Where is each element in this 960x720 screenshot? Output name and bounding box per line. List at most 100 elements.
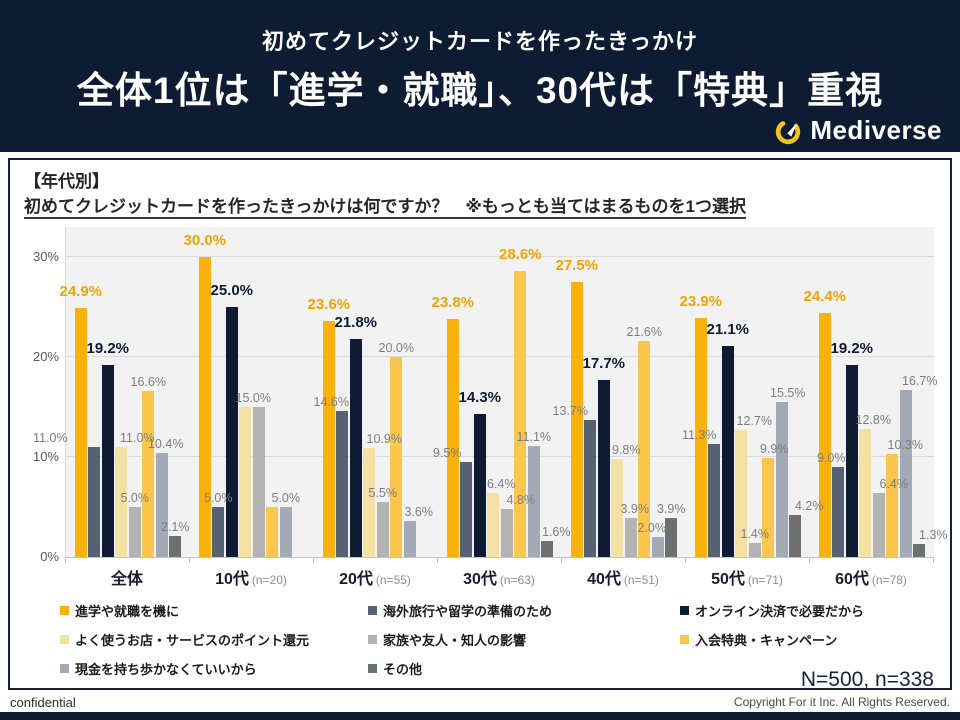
bar-value-label: 20.0% bbox=[378, 340, 414, 355]
bar-value-label: 9.9% bbox=[760, 441, 789, 456]
bar-slot: 11.3% bbox=[682, 227, 721, 558]
bar-value-label: 21.8% bbox=[334, 314, 378, 332]
bar bbox=[363, 448, 376, 558]
category-name: 30代 bbox=[463, 571, 497, 589]
bar-slot: 28.6% bbox=[499, 227, 542, 558]
bar-value-label: 6.4% bbox=[879, 476, 909, 491]
bar bbox=[775, 402, 788, 558]
y-tick-label: 0% bbox=[40, 549, 59, 565]
bar bbox=[212, 507, 225, 558]
legend-item: その他 bbox=[368, 659, 680, 678]
bar-slot: 5.5% bbox=[369, 227, 397, 558]
bar-slot bbox=[266, 227, 279, 558]
x-axis-label: 全体 bbox=[65, 565, 189, 589]
bar-value-label: 6.4% bbox=[487, 476, 516, 491]
bar-value-label: 3.6% bbox=[404, 504, 434, 519]
gridline bbox=[66, 256, 934, 258]
bar-slot: 11.0% bbox=[33, 227, 101, 558]
bar bbox=[74, 308, 87, 558]
question-text: 初めてクレジットカードを作ったきっかけは何ですか？ ※もっとも当てはまるものを1… bbox=[24, 196, 746, 219]
question-line: 初めてクレジットカードを作ったきっかけは何ですか？ ※もっとも当てはまるものを1… bbox=[24, 195, 936, 220]
bar-value-label: 23.8% bbox=[431, 294, 475, 312]
bar-value-label: 16.7% bbox=[902, 373, 938, 388]
bar-group: 23.9% 11.3% 21.1% 12.7% 1.4% 9.9% 15.5% 4.2% bbox=[679, 227, 824, 564]
bar bbox=[651, 537, 664, 558]
bar-value-label: 4.8% bbox=[506, 492, 536, 507]
bar-slot: 25.0% bbox=[210, 227, 253, 558]
bar-slot: 13.7% bbox=[553, 227, 597, 558]
bar bbox=[376, 502, 389, 558]
bar-group: 23.6% 14.6% 21.8% 10.9% 5.5% 20.0% 3.6% bbox=[307, 227, 438, 564]
bar bbox=[155, 453, 168, 558]
bar-slot: 10.3% bbox=[886, 227, 923, 558]
bar-slot: 11.1% bbox=[516, 227, 551, 558]
bar-slot: 16.7% bbox=[899, 227, 937, 558]
bar-slot: 5.0% bbox=[204, 227, 233, 558]
bar-value-label: 9.8% bbox=[612, 442, 641, 457]
bar-slot: 11.0% bbox=[115, 227, 155, 558]
bar-value-label: 11.3% bbox=[681, 427, 717, 442]
legend-item: 家族や友人・知人の影響 bbox=[368, 630, 680, 649]
bar-value-label: 14.3% bbox=[458, 389, 502, 407]
bar bbox=[845, 365, 858, 558]
bar bbox=[527, 446, 540, 558]
x-axis-label: 10代 (n=20) bbox=[189, 565, 313, 589]
bar-slot: 21.1% bbox=[706, 227, 749, 558]
category-name: 20代 bbox=[339, 571, 373, 589]
header: 初めてクレジットカードを作ったきっかけ 全体1位は「進学・就職」、30代は「特典… bbox=[0, 0, 960, 152]
legend-swatch bbox=[60, 664, 69, 674]
bar-value-label: 19.2% bbox=[830, 340, 874, 358]
legend-label: オンライン決済で必要だから bbox=[695, 604, 865, 620]
bar-slot: 3.9% bbox=[621, 227, 649, 558]
bar bbox=[322, 321, 335, 558]
legend-column: 海外旅行や留学の準備のため 家族や友人・知人の影響その他 bbox=[368, 601, 680, 688]
bar-slot: 1.4% bbox=[741, 227, 769, 558]
bar-value-label: 9.0% bbox=[817, 450, 846, 465]
bar-slot: 9.8% bbox=[611, 227, 641, 558]
bar-slot: 21.8% bbox=[334, 227, 377, 558]
bar bbox=[500, 509, 513, 558]
bar bbox=[694, 318, 707, 558]
bar-slot: 10.9% bbox=[363, 227, 402, 558]
legend-label: 進学や就職を機に bbox=[75, 604, 180, 620]
y-axis: 0% 10% 20% 30% bbox=[24, 227, 65, 564]
bar bbox=[115, 447, 128, 558]
bar-slot: 27.5% bbox=[555, 227, 598, 558]
plot-wrap: 24.9% 11.0% 19.2% 11.0% 5.0% 16.6% 10.4% 2.1% 30… bbox=[33, 227, 948, 589]
legend-item: 進学や就職を機に bbox=[60, 601, 368, 620]
bar-slot: 30.0% bbox=[183, 227, 226, 558]
category-name: 全体 bbox=[110, 571, 143, 589]
legend-item: よく使うお店・サービスのポイント還元 bbox=[60, 630, 368, 649]
footer: confidential Copyright For it Inc. All R… bbox=[0, 693, 960, 711]
bar-group: 24.9% 11.0% 19.2% 11.0% 5.0% 16.6% 10.4% 2.1% bbox=[33, 227, 190, 564]
mediverse-rocket-icon bbox=[776, 119, 801, 144]
bar-value-label: 14.6% bbox=[313, 394, 349, 409]
bar-value-label: 11.1% bbox=[516, 429, 552, 444]
bar-slot: 6.4% bbox=[487, 227, 516, 558]
bar bbox=[789, 515, 802, 558]
bar-slot: 21.6% bbox=[627, 227, 662, 558]
legend-label: 海外旅行や留学の準備のため bbox=[383, 604, 553, 620]
bar-value-label: 17.7% bbox=[582, 355, 626, 373]
bar-slot: 5.0% bbox=[121, 227, 149, 558]
legend-swatch bbox=[368, 606, 377, 616]
bar-value-label: 30.0% bbox=[183, 232, 227, 250]
brand-name: Mediverse bbox=[810, 115, 942, 145]
bar-value-label: 27.5% bbox=[555, 257, 599, 275]
bar bbox=[818, 313, 831, 558]
gridline bbox=[66, 356, 934, 358]
bar bbox=[708, 444, 721, 558]
header-subtitle: 初めてクレジットカードを作ったきっかけ bbox=[261, 29, 699, 54]
legend-label: 家族や友人・知人の影響 bbox=[383, 633, 527, 649]
bar-slot: 23.8% bbox=[431, 227, 474, 558]
bar bbox=[198, 257, 211, 558]
legend-label: 現金を持ち歩かなくていいから bbox=[75, 662, 257, 678]
bar-value-label: 21.6% bbox=[626, 324, 662, 339]
bar bbox=[252, 407, 265, 558]
bar-value-label: 12.7% bbox=[736, 413, 772, 428]
bar-slot: 2.1% bbox=[161, 227, 190, 558]
bar-slot: 3.6% bbox=[403, 227, 433, 558]
bar-value-label: 4.2% bbox=[795, 498, 824, 513]
brand-logo: Mediverse bbox=[773, 115, 942, 146]
bar bbox=[584, 420, 597, 558]
